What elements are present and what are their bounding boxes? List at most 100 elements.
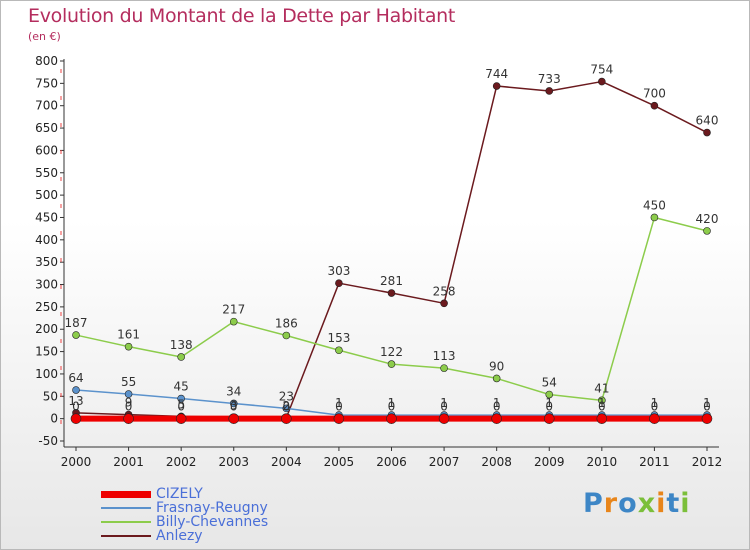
logo-letter: P: [583, 488, 604, 519]
data-point: [650, 213, 659, 222]
data-point: [650, 101, 659, 110]
data-label: 1: [651, 396, 659, 410]
data-point: [440, 299, 448, 308]
y-tick-label: 300: [35, 278, 58, 292]
data-point: [387, 289, 396, 297]
data-label: 1: [545, 396, 553, 410]
x-tick-label: 2012: [692, 455, 723, 469]
x-tick-label: 2004: [271, 455, 302, 469]
legend-label: Frasnay-Reugny: [156, 500, 268, 516]
y-tick-label: 150: [35, 345, 58, 359]
data-point: [333, 413, 345, 424]
x-tick-label: 2010: [587, 455, 618, 469]
data-label: 153: [327, 331, 350, 345]
data-label: 733: [538, 72, 561, 86]
y-tick-label: 550: [35, 166, 58, 180]
data-label: 450: [643, 198, 666, 212]
data-label: 113: [433, 349, 456, 363]
chart-title: Evolution du Montant de la Dette par Hab…: [28, 5, 456, 27]
y-tick-label: 700: [35, 99, 58, 113]
data-point: [282, 404, 291, 413]
data-label: 0: [388, 400, 396, 414]
y-tick-label: 250: [35, 300, 58, 314]
data-point: [598, 396, 606, 405]
data-label: 744: [485, 67, 508, 81]
data-label: 1: [335, 396, 343, 410]
data-label: 258: [433, 284, 456, 298]
data-label: 0: [545, 400, 553, 414]
data-point: [72, 331, 80, 339]
y-tick-label: 650: [35, 121, 58, 135]
logo-letter: x: [637, 488, 657, 519]
data-point: [70, 413, 82, 424]
data-point: [440, 364, 448, 372]
data-label: 303: [327, 264, 350, 278]
logo-letter: o: [618, 488, 638, 519]
data-point: [543, 413, 555, 424]
legend-swatch: [101, 491, 151, 498]
legend-label: CIZELY: [156, 486, 203, 502]
data-point: [492, 82, 501, 90]
data-label: 1: [440, 396, 448, 410]
y-tick-label: 400: [35, 233, 58, 247]
y-tick-label: 0: [50, 412, 58, 426]
y-tick-label: -50: [38, 434, 58, 448]
data-label: 217: [222, 303, 245, 317]
data-label: 640: [696, 114, 719, 128]
legend-swatch: [101, 535, 151, 537]
legend-label: Anlezy: [156, 528, 203, 544]
data-label: 41: [594, 381, 609, 395]
data-label: 281: [380, 274, 403, 288]
logo-letter: r: [603, 488, 619, 519]
data-label: 0: [283, 400, 291, 414]
data-point: [386, 413, 397, 424]
data-point: [598, 77, 606, 86]
x-tick-label: 2008: [481, 455, 512, 469]
data-point: [596, 413, 608, 424]
data-label: 0: [335, 400, 343, 414]
y-tick-label: 100: [35, 367, 58, 381]
data-point: [703, 128, 711, 137]
data-label: 161: [117, 328, 140, 342]
y-tick-label: 500: [35, 188, 58, 202]
data-label: 3: [230, 398, 238, 412]
data-point: [545, 87, 554, 95]
unit-label: (en €): [28, 30, 61, 43]
data-label: 0: [72, 400, 80, 414]
proxiti-logo: Proxiti: [583, 488, 691, 519]
data-label: 45: [174, 380, 189, 394]
x-tick-label: 2003: [218, 455, 249, 469]
data-label: 64: [68, 371, 83, 385]
data-label: 1: [388, 396, 396, 410]
data-point: [491, 413, 502, 424]
data-label: 0: [703, 400, 711, 414]
data-label: 9: [125, 396, 133, 410]
data-point: [177, 394, 185, 403]
x-tick-label: 2000: [61, 455, 92, 469]
y-tick-label: 800: [35, 54, 58, 68]
y-tick-label: 350: [35, 255, 58, 269]
legend-swatch: [101, 521, 151, 523]
data-label: 55: [121, 375, 136, 389]
data-point: [701, 413, 713, 424]
data-label: 0: [493, 400, 501, 414]
data-label: 700: [643, 87, 666, 101]
data-point: [281, 413, 292, 424]
data-point: [438, 413, 450, 424]
y-tick-label: 750: [35, 76, 58, 90]
data-label: 0: [651, 400, 659, 414]
data-point: [228, 413, 240, 424]
x-tick-label: 2005: [324, 455, 355, 469]
data-point: [649, 413, 660, 424]
data-label: 23: [279, 389, 294, 403]
data-point: [175, 413, 187, 424]
data-point: [282, 331, 291, 340]
data-label: 90: [489, 359, 504, 373]
data-label: 1: [598, 396, 606, 410]
logo-letter: i: [680, 488, 691, 519]
x-tick-label: 2007: [429, 455, 460, 469]
data-label: 754: [590, 63, 613, 77]
data-point: [229, 317, 238, 326]
